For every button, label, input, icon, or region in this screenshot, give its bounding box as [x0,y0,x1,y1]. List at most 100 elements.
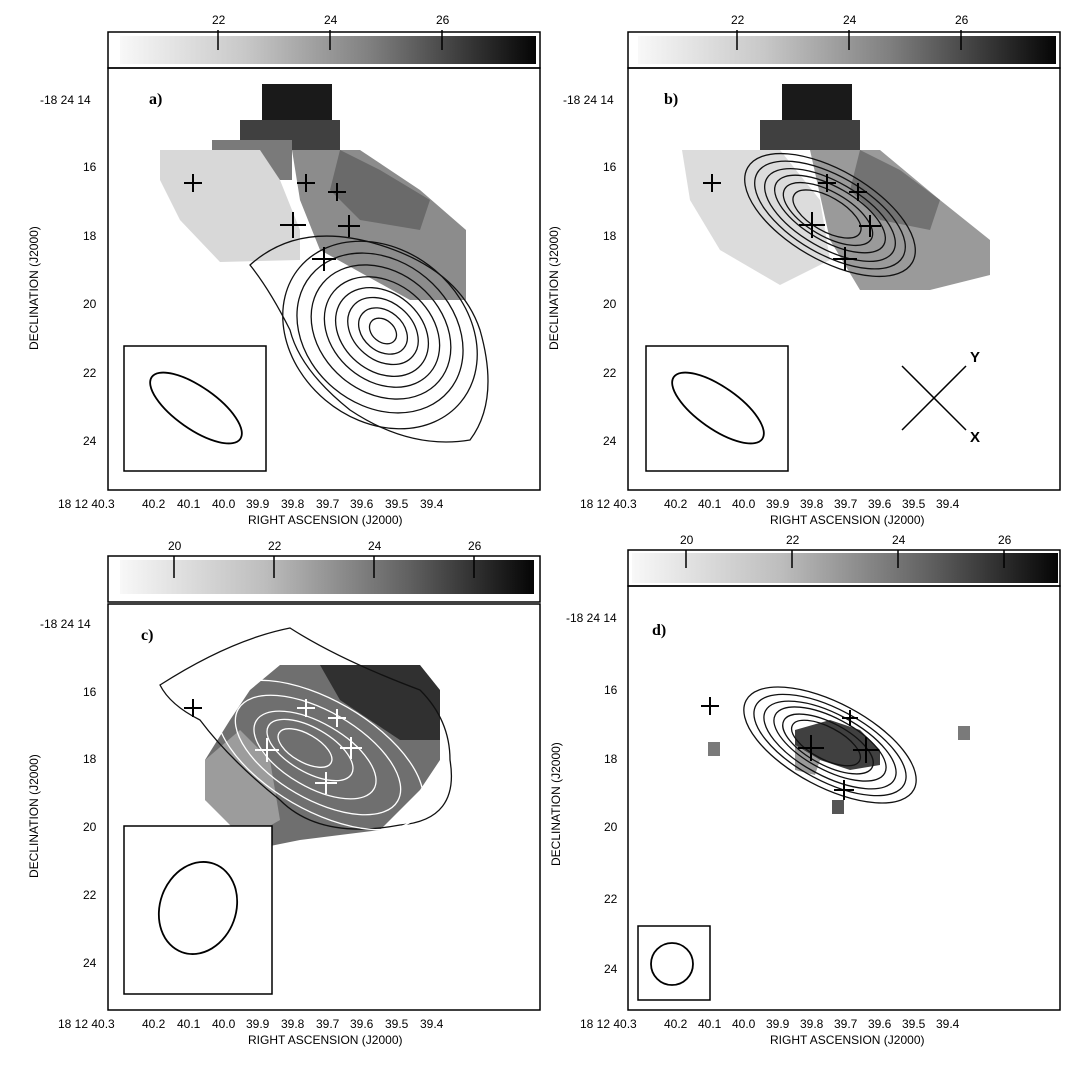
ra-tick: 39.5 [385,1017,409,1031]
ra-axis-d: 18 12 40.3 40.2 40.1 40.0 39.9 39.8 39.7… [580,1017,960,1047]
ra-prefix: 18 12 40.3 [58,497,115,511]
dec-tick: 24 [603,434,617,448]
source-crosses-c [184,699,362,794]
ra-tick: 39.6 [868,1017,892,1031]
ra-tick: 39.6 [350,1017,374,1031]
ra-tick: 39.9 [766,1017,790,1031]
dec-tick: 18 [83,752,97,766]
dec-axis-a: -18 24 14 16 18 20 22 24 DECLINATION (J2… [27,93,97,448]
ra-tick: 40.1 [698,497,722,511]
plot-frame-a [107,67,541,491]
colorbar-tick: 20 [168,539,182,553]
plot-frame-c [107,603,541,1011]
source-crosses-b [703,174,881,271]
dec-tick: 18 [603,229,617,243]
dec-tick: 20 [83,820,97,834]
ra-tick: 39.7 [834,1017,858,1031]
panel-d: 20 22 24 26 [549,533,1061,1047]
ra-tick: 39.8 [800,497,824,511]
dec-tick: 20 [83,297,97,311]
ra-tick: 40.0 [212,497,236,511]
ra-axis-c: 18 12 40.3 40.2 40.1 40.0 39.9 39.8 39.7… [58,1017,444,1047]
source-crosses-a [184,174,360,271]
colorbar-tick: 26 [468,539,482,553]
contours-c [159,627,452,831]
colorbar-tick: 26 [955,13,969,27]
colorbar-c: 20 22 24 26 [107,539,541,603]
colorbar-d: 20 22 24 26 [627,533,1061,587]
ra-tick: 39.4 [936,497,960,511]
ra-axis-a: 18 12 40.3 40.2 40.1 40.0 39.9 39.8 39.7… [58,497,444,527]
ra-tick: 39.5 [902,497,926,511]
ra-axis-label: RIGHT ASCENSION (J2000) [770,1033,925,1047]
ra-axis-label: RIGHT ASCENSION (J2000) [248,513,403,527]
dec-axis-b: -18 24 14 16 18 20 22 24 DECLINATION (J2… [547,93,617,448]
ra-tick: 40.1 [177,1017,201,1031]
ra-tick: 39.8 [281,497,305,511]
dec-tick: -18 24 14 [566,611,617,625]
y-axis-marker: Y [970,349,980,366]
beam-inset-c [123,825,273,995]
dec-tick: 22 [604,892,618,906]
dec-tick: 22 [83,888,97,902]
dec-tick: 16 [603,160,617,174]
colorbar-tick: 24 [843,13,857,27]
dec-axis-label: DECLINATION (J2000) [547,226,561,350]
ra-tick: 40.2 [664,1017,688,1031]
beam-inset-d [637,925,711,1001]
ra-tick: 40.0 [732,497,756,511]
ra-prefix: 18 12 40.3 [580,497,637,511]
gray-map-c [205,665,440,850]
ra-tick: 39.7 [316,1017,340,1031]
ra-tick: 39.9 [246,1017,270,1031]
contours-b [744,152,916,278]
x-axis-marker: X [970,429,980,446]
panel-letter-c: c) [141,627,153,644]
ra-tick: 40.1 [177,497,201,511]
dec-tick: -18 24 14 [40,93,91,107]
ra-axis-label: RIGHT ASCENSION (J2000) [248,1033,403,1047]
colorbar-tick: 26 [998,533,1012,547]
ra-tick: 39.5 [902,1017,926,1031]
ra-tick: 39.4 [936,1017,960,1031]
ra-prefix: 18 12 40.3 [580,1017,637,1031]
colorbar-a: 22 24 26 [107,13,541,69]
colorbar-tick: 24 [368,539,382,553]
colorbar-b: 22 24 26 [627,13,1061,69]
panel-c: 20 22 24 26 [27,539,541,1047]
ra-tick: 40.1 [698,1017,722,1031]
plot-frame-d [627,585,1061,1011]
ra-tick: 40.2 [664,497,688,511]
ra-prefix: 18 12 40.3 [58,1017,115,1031]
colorbar-tick: 20 [680,533,694,547]
gray-map-a [160,84,466,300]
ra-tick: 39.7 [834,497,858,511]
dec-tick: 18 [604,752,618,766]
dec-tick: -18 24 14 [563,93,614,107]
beam-inset-a [123,345,267,472]
dec-tick: 16 [83,160,97,174]
colorbar-tick: 22 [212,13,226,27]
dec-tick: -18 24 14 [40,617,91,631]
dec-tick: 24 [83,956,97,970]
gray-map-d [708,720,970,814]
dec-tick: 24 [83,434,97,448]
ra-tick: 40.2 [142,1017,166,1031]
ra-tick: 40.0 [212,1017,236,1031]
ra-tick: 39.4 [420,497,444,511]
panel-letter-d: d) [652,622,666,639]
colorbar-tick: 22 [268,539,282,553]
colorbar-tick: 24 [324,13,338,27]
ra-tick: 39.6 [350,497,374,511]
dec-tick: 22 [83,366,97,380]
panel-letter-a: a) [149,91,162,108]
colorbar-tick: 22 [731,13,745,27]
dec-axis-label: DECLINATION (J2000) [27,226,41,350]
ra-tick: 39.4 [420,1017,444,1031]
ra-axis-label: RIGHT ASCENSION (J2000) [770,513,925,527]
dec-axis-d: -18 24 14 16 18 20 22 24 DECLINATION (J2… [549,611,618,976]
panel-b: 22 24 26 [547,13,1061,527]
dec-tick: 18 [83,229,97,243]
colorbar-tick: 24 [892,533,906,547]
ra-tick: 39.9 [246,497,270,511]
